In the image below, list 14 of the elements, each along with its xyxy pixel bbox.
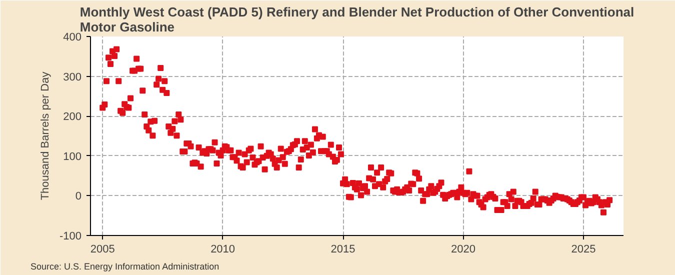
- y-tick-label: 100: [63, 150, 82, 163]
- y-axis-title: Thousand Barrels per Day: [39, 71, 52, 200]
- x-tick-label: 2025: [571, 244, 596, 256]
- source-note: Source: U.S. Energy Information Administration: [30, 262, 220, 272]
- y-tick-label: -100: [59, 230, 82, 242]
- x-tick-label: 2020: [450, 244, 476, 256]
- y-tick-label: 0: [75, 190, 82, 203]
- y-tick-label: 300: [63, 71, 82, 84]
- y-tick-label: 200: [63, 111, 82, 124]
- y-tick-label: 400: [63, 32, 82, 44]
- chart-title: Monthly West Coast (PADD 5) Refinery and Blender Net Production of Other Conventional Motor Gasoline: [80, 4, 634, 34]
- x-tick-label: 2015: [330, 244, 356, 256]
- x-tick-label: 2005: [90, 244, 115, 256]
- x-tick-label: 2010: [210, 244, 236, 256]
